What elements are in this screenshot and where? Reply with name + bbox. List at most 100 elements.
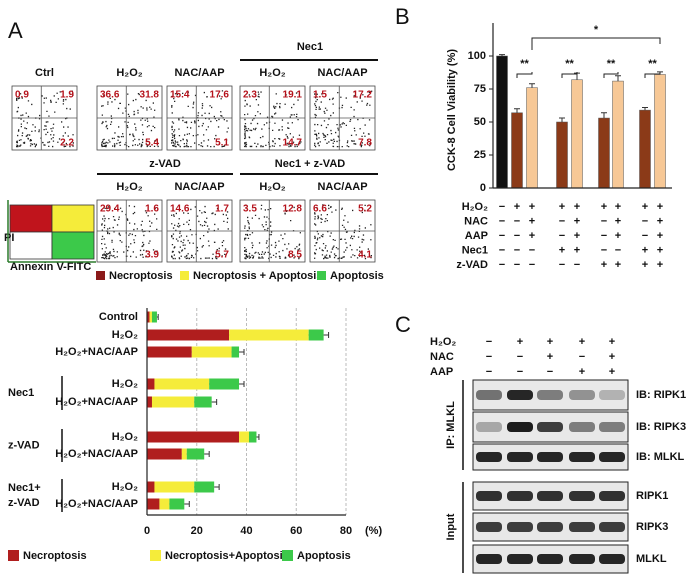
y-tick-label: 100 bbox=[468, 50, 486, 62]
bar bbox=[556, 121, 568, 189]
plot-title: NAC/AAP bbox=[174, 67, 224, 79]
sig-label: ** bbox=[607, 58, 616, 70]
treatment-sign: + bbox=[601, 259, 607, 271]
panel-label: C bbox=[395, 312, 411, 337]
blot-band bbox=[599, 390, 625, 400]
blot-band bbox=[599, 422, 625, 432]
bar-segment bbox=[308, 329, 324, 341]
treatment-sign: − bbox=[559, 230, 565, 242]
dots bbox=[314, 90, 373, 148]
legend-label: Necroptosis+Apoptosis bbox=[165, 550, 289, 562]
blot-band bbox=[537, 491, 563, 501]
plot-title: NAC/AAP bbox=[317, 67, 367, 79]
treatment-sign: − bbox=[642, 230, 648, 242]
error-bar bbox=[323, 332, 330, 338]
error-bar bbox=[239, 381, 245, 387]
treatment-label: Nec1 bbox=[462, 244, 488, 256]
bar-segment bbox=[151, 396, 195, 408]
treatment-sign: + bbox=[559, 201, 565, 213]
sig-label: ** bbox=[565, 58, 574, 70]
bar-segment bbox=[186, 448, 205, 460]
legend-swatch bbox=[317, 271, 326, 280]
blot-band bbox=[569, 554, 595, 564]
quadrant-value: 29.4 bbox=[100, 204, 120, 215]
treatment-sign: + bbox=[615, 230, 621, 242]
plot-title: Ctrl bbox=[35, 67, 54, 79]
error-bar bbox=[529, 83, 535, 88]
legend-label: Necroptosis + Apoptosis bbox=[193, 270, 322, 282]
x-tick-label: 60 bbox=[290, 525, 302, 537]
bar-segment bbox=[147, 396, 152, 408]
quadrant-value: 14.7 bbox=[283, 138, 303, 149]
treatment-sign: + bbox=[609, 351, 615, 363]
quadrant-value: 12.8 bbox=[283, 204, 303, 215]
category-label: Control bbox=[99, 311, 138, 323]
quadrant-value: 1.6 bbox=[145, 204, 159, 215]
blot-band bbox=[476, 452, 502, 462]
treatment-sign: − bbox=[514, 230, 520, 242]
quadrant-value: 8.5 bbox=[288, 250, 302, 261]
treatment-label: NAC bbox=[430, 351, 454, 363]
quadrant-value: 31.8 bbox=[140, 90, 160, 101]
bar bbox=[571, 79, 583, 189]
bar-segment bbox=[147, 431, 240, 443]
group-label: Nec1 bbox=[8, 387, 34, 399]
bar-segment bbox=[231, 346, 240, 358]
category-label: H₂O₂+NAC/AAP bbox=[55, 448, 138, 460]
error-bar bbox=[211, 399, 218, 405]
treatment-sign: + bbox=[615, 259, 621, 271]
y-tick-label: 50 bbox=[474, 116, 486, 128]
treatment-sign: + bbox=[574, 244, 580, 256]
blot-band bbox=[476, 390, 502, 400]
treatment-sign: + bbox=[657, 244, 663, 256]
treatment-label: AAP bbox=[430, 366, 453, 378]
treatment-sign: − bbox=[559, 259, 565, 271]
treatment-label: AAP bbox=[465, 230, 488, 242]
bar bbox=[511, 112, 523, 189]
treatment-sign: + bbox=[657, 201, 663, 213]
bar-segment bbox=[147, 481, 155, 493]
treatment-sign: − bbox=[486, 336, 492, 348]
treatment-sign: − bbox=[601, 230, 607, 242]
treatment-sign: − bbox=[547, 366, 553, 378]
bar-segment bbox=[154, 481, 195, 493]
x-tick-label: 80 bbox=[340, 525, 352, 537]
bar bbox=[612, 80, 624, 189]
blot-label: IB: RIPK1 bbox=[636, 389, 686, 401]
y-tick-label: 25 bbox=[474, 149, 486, 161]
bar-segment bbox=[159, 498, 170, 510]
axis-label: PI bbox=[4, 232, 14, 244]
treatment-sign: − bbox=[601, 244, 607, 256]
error-bar bbox=[642, 106, 648, 111]
quadrant-value: 5.4 bbox=[145, 138, 159, 149]
legend-swatch bbox=[150, 550, 161, 561]
group-label: z-VAD bbox=[149, 158, 181, 170]
quadrant-value: 4.1 bbox=[358, 250, 372, 261]
bar bbox=[526, 87, 538, 189]
treatment-sign: − bbox=[517, 366, 523, 378]
bar-segment bbox=[154, 378, 210, 390]
plot-title: NAC/AAP bbox=[174, 181, 224, 193]
blot-band bbox=[507, 522, 533, 532]
quadrant-value: 1.7 bbox=[215, 204, 229, 215]
legend-label: Necroptosis bbox=[109, 270, 173, 282]
treatment-sign: + bbox=[529, 215, 535, 227]
sig-label: ** bbox=[520, 58, 529, 70]
error-bar bbox=[256, 434, 260, 440]
dots bbox=[244, 91, 302, 148]
y-axis-label: CCK-8 Cell Viability (%) bbox=[446, 49, 458, 171]
bar bbox=[639, 109, 651, 189]
treatment-sign: + bbox=[615, 215, 621, 227]
key-quadrant bbox=[9, 204, 53, 233]
treatment-sign: + bbox=[642, 201, 648, 213]
treatment-sign: + bbox=[574, 201, 580, 213]
category-label: H₂O₂+NAC/AAP bbox=[55, 498, 138, 510]
group-label: Nec1+ bbox=[8, 482, 41, 494]
plot-title: H₂O₂ bbox=[259, 181, 285, 193]
legend-label: Necroptosis bbox=[23, 550, 87, 562]
error-bar bbox=[184, 501, 190, 507]
treatment-sign: + bbox=[514, 201, 520, 213]
quadrant-value: 3.9 bbox=[145, 250, 159, 261]
treatment-sign: + bbox=[609, 336, 615, 348]
